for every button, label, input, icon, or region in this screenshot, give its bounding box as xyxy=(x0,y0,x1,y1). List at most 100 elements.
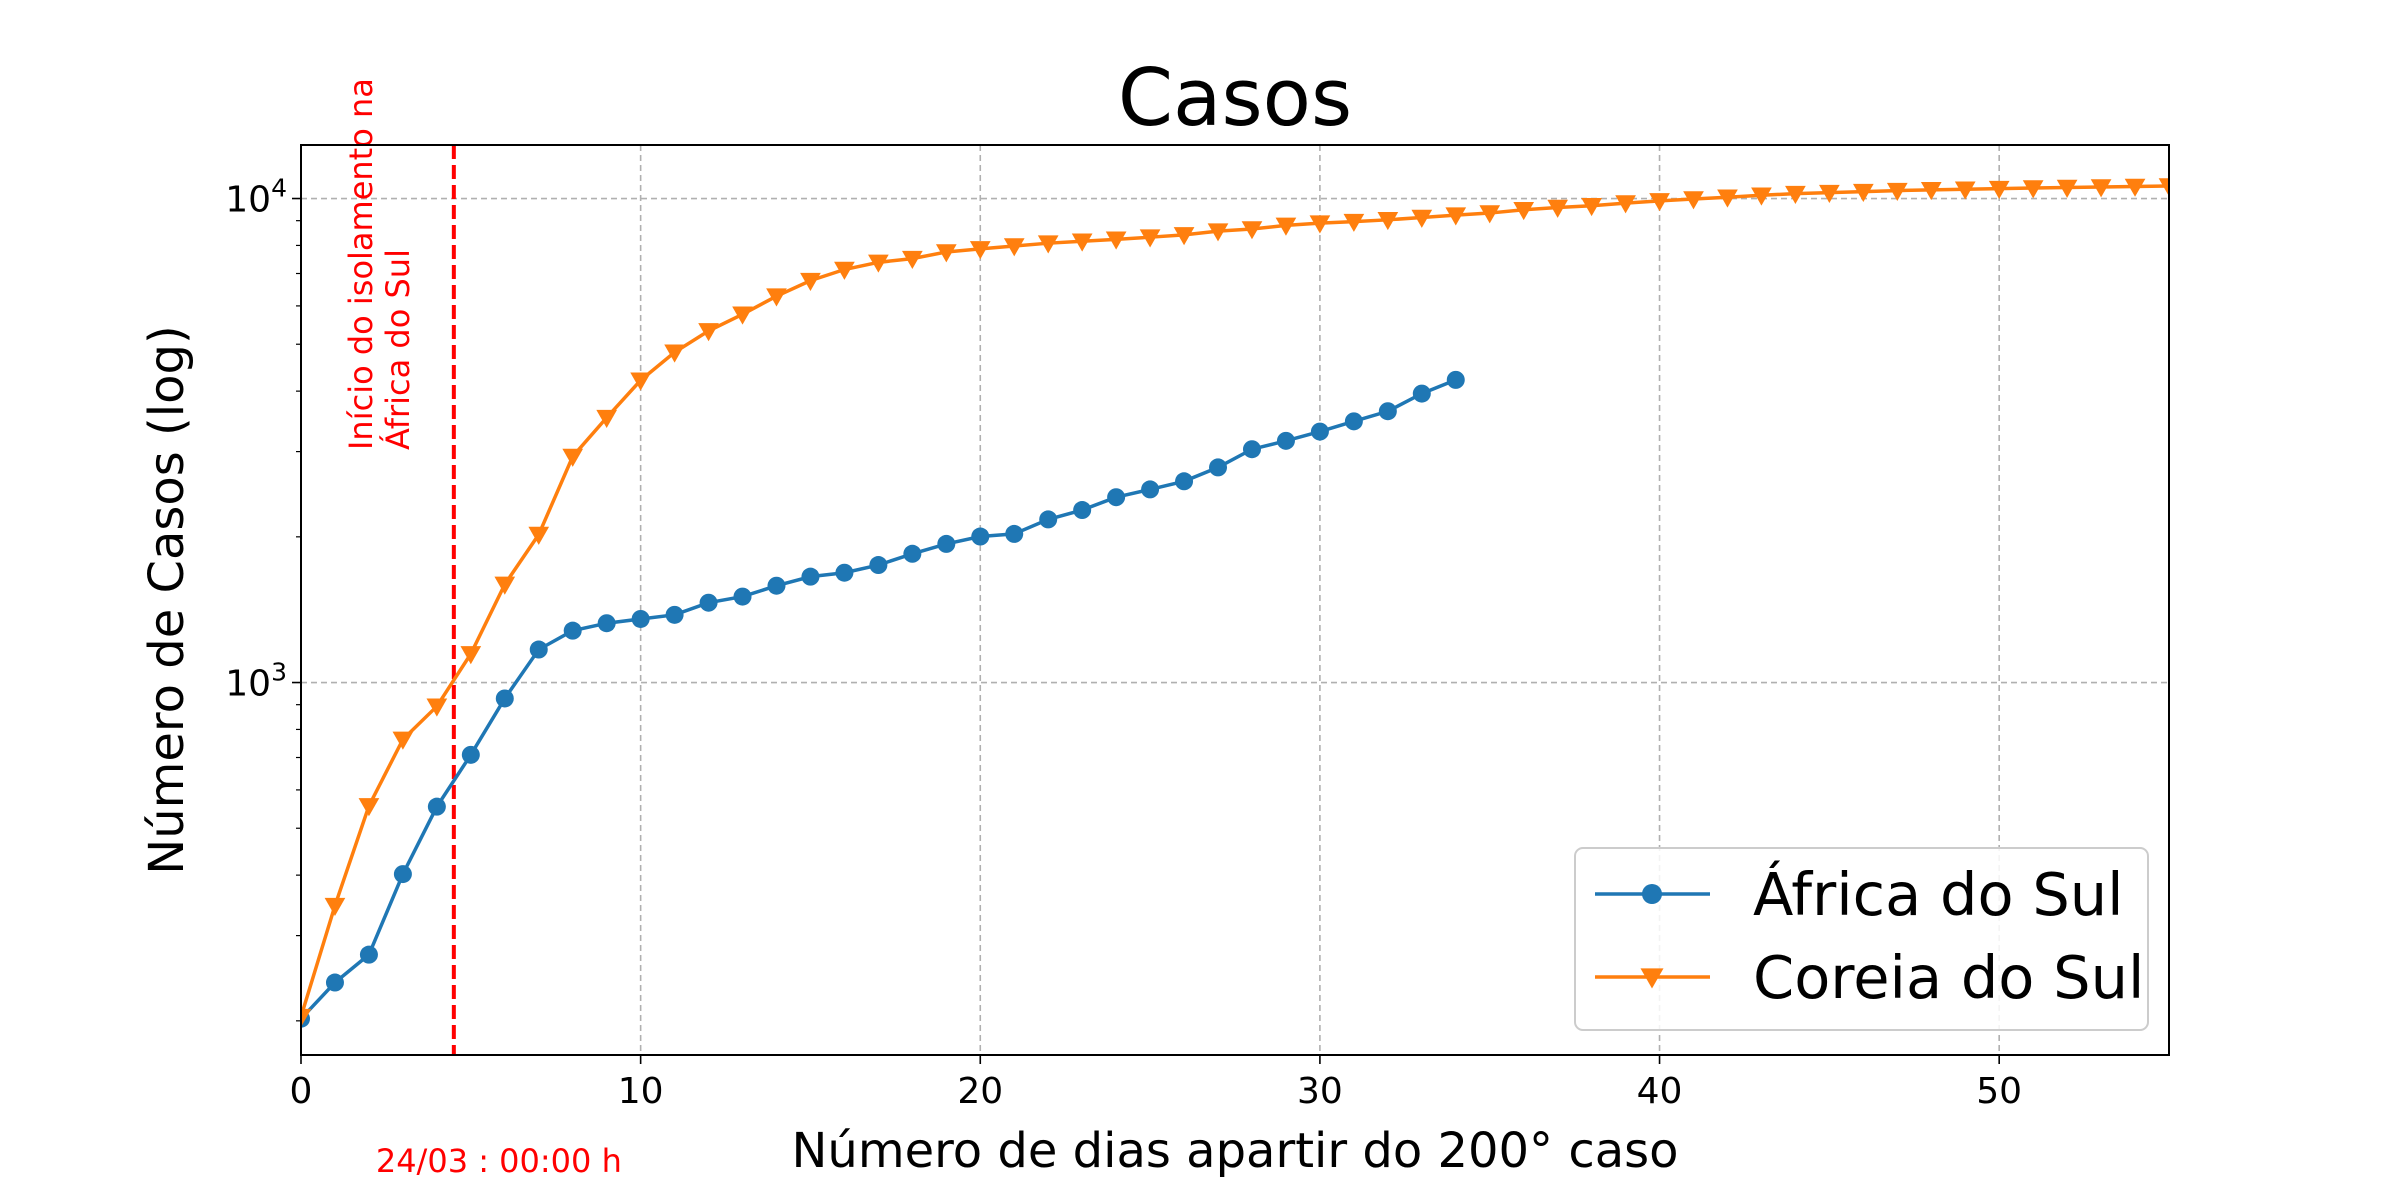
x-tick-label: 50 xyxy=(1976,1071,2022,1112)
data-point xyxy=(359,945,378,964)
legend-label: África do Sul xyxy=(1753,860,2124,929)
data-point xyxy=(1954,181,1976,200)
isolation-date-label: 24/03 : 00:00 h xyxy=(376,1142,622,1180)
data-point xyxy=(597,614,616,633)
series-africa-do-sul xyxy=(301,370,1465,1028)
data-point xyxy=(358,798,380,817)
data-point xyxy=(698,323,719,342)
data-point xyxy=(1615,195,1636,214)
data-point xyxy=(935,244,957,263)
data-point xyxy=(1683,191,1704,210)
x-tick-label: 30 xyxy=(1297,1071,1343,1112)
data-point xyxy=(1920,182,1942,201)
data-point xyxy=(699,593,718,612)
data-point xyxy=(1412,384,1431,403)
data-point xyxy=(1141,480,1160,499)
data-point xyxy=(460,646,482,665)
data-point xyxy=(631,609,650,628)
data-point xyxy=(1175,472,1194,491)
grid-layer xyxy=(300,145,2169,1055)
series-line xyxy=(301,378,1457,1020)
x-tick-label: 10 xyxy=(618,1071,664,1112)
data-point xyxy=(1207,223,1229,242)
tick-layer: 0 10 20 30 40 50 103 104 xyxy=(225,174,2022,1112)
data-point xyxy=(1547,199,1569,218)
data-point xyxy=(665,605,684,624)
x-axis-label: Número de dias apartir do 200° caso xyxy=(792,1123,1679,1179)
data-point xyxy=(869,556,888,575)
data-point xyxy=(596,409,618,428)
isolation-annotation: Início do isolamento naÁfrica do Sul xyxy=(342,78,417,450)
data-point xyxy=(2158,178,2169,197)
data-point xyxy=(732,306,753,325)
data-point xyxy=(937,534,956,553)
data-point xyxy=(1717,189,1738,208)
data-point xyxy=(971,527,990,546)
data-point xyxy=(1241,221,1263,240)
data-point xyxy=(766,288,787,307)
data-point xyxy=(1886,182,1908,201)
data-point xyxy=(1378,402,1397,421)
isolation-marker: Início do isolamento naÁfrica do Sul 24/0… xyxy=(342,78,622,1180)
data-point xyxy=(800,272,821,291)
data-point xyxy=(1445,207,1467,226)
y-tick-label: 104 xyxy=(225,174,287,221)
data-point xyxy=(1819,184,1840,203)
x-tick-label: 20 xyxy=(957,1071,1003,1112)
data-point xyxy=(325,973,344,992)
data-point xyxy=(1209,458,1228,477)
data-point xyxy=(664,344,685,363)
series-layer xyxy=(301,178,2169,1028)
data-point xyxy=(834,261,855,280)
data-point xyxy=(1649,193,1670,212)
data-point xyxy=(1071,233,1093,252)
data-point xyxy=(495,689,514,708)
data-point xyxy=(1785,185,1806,204)
chart-title: Casos xyxy=(1118,52,1352,144)
data-point xyxy=(1242,440,1261,459)
data-point xyxy=(1005,524,1024,543)
data-point xyxy=(1446,370,1465,389)
data-point xyxy=(1107,488,1126,507)
data-point xyxy=(1039,510,1058,529)
data-point xyxy=(1310,422,1329,441)
data-point xyxy=(1139,229,1161,248)
data-point xyxy=(563,621,582,640)
data-point xyxy=(562,448,584,467)
data-point xyxy=(1852,183,1874,203)
data-point xyxy=(835,563,854,582)
data-point xyxy=(1276,431,1295,450)
data-point xyxy=(2056,179,2078,198)
legend-marker xyxy=(1642,884,1662,904)
data-point xyxy=(1377,212,1399,231)
y-axis-label: Número de Casos (log) xyxy=(139,325,195,874)
legend: África do Sul Coreia do Sul xyxy=(1574,847,2149,1031)
data-point xyxy=(393,865,412,884)
data-point xyxy=(1105,231,1127,250)
data-point xyxy=(2022,180,2044,199)
legend-box xyxy=(1574,847,2149,1031)
data-point xyxy=(529,640,548,659)
data-point xyxy=(324,897,346,916)
data-point xyxy=(426,698,448,717)
data-point xyxy=(801,567,820,586)
data-point xyxy=(392,731,414,750)
data-point xyxy=(1479,205,1501,224)
legend-marker xyxy=(1640,968,1664,989)
legend-label: Coreia do Sul xyxy=(1753,943,2144,1012)
data-point xyxy=(427,797,446,816)
data-point xyxy=(1411,209,1433,228)
data-point xyxy=(630,372,651,391)
data-point xyxy=(2124,178,2146,197)
data-point xyxy=(767,576,786,595)
x-tick-label: 0 xyxy=(290,1071,313,1112)
data-point xyxy=(1513,202,1535,221)
x-tick-label: 40 xyxy=(1637,1071,1683,1112)
data-point xyxy=(1173,227,1195,246)
data-point xyxy=(868,254,889,273)
data-point xyxy=(2090,179,2112,198)
data-point xyxy=(1309,215,1331,234)
data-point xyxy=(1003,238,1025,257)
data-point xyxy=(969,241,991,260)
